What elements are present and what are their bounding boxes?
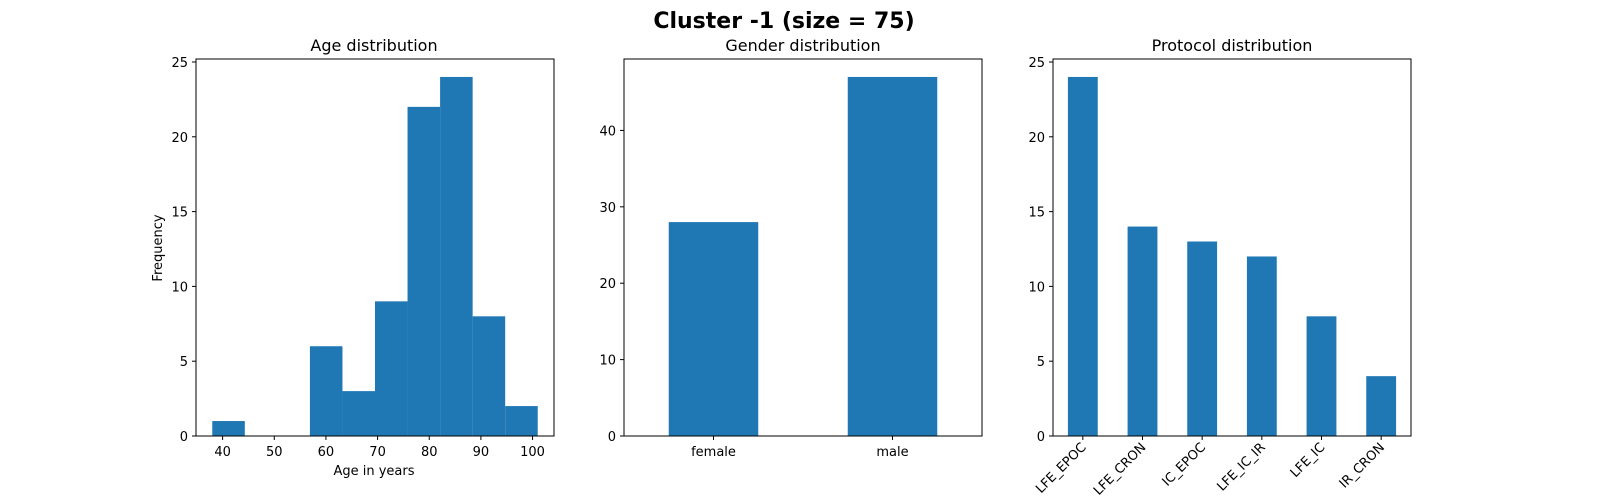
age-panel-title: Age distribution	[310, 36, 437, 55]
x-tick-label: 90	[473, 445, 490, 460]
histogram-bar	[407, 106, 441, 436]
gender-distribution-panel: Gender distribution 0 10 20 30 40 female male	[599, 36, 983, 460]
x-tick-label: LFE_CRON	[1091, 440, 1149, 498]
y-tick-label: 5	[1037, 355, 1045, 370]
bar-ic-epoc	[1187, 241, 1218, 436]
y-tick-label: 25	[171, 56, 188, 71]
histogram-bar	[375, 301, 408, 436]
x-tick-label: male	[876, 445, 908, 460]
x-tick-label: IR_CRON	[1337, 440, 1388, 491]
x-tick-label: 50	[266, 445, 283, 460]
y-tick-label: 10	[1028, 280, 1045, 295]
y-tick-label: 10	[171, 280, 188, 295]
x-tick-label: LFE_IC_IR	[1214, 440, 1268, 494]
gender-plot-frame	[623, 58, 983, 437]
x-tick-label: 70	[369, 445, 386, 460]
x-tick-label: female	[691, 445, 736, 460]
y-tick-label: 0	[180, 430, 188, 445]
histogram-bar	[505, 406, 538, 436]
histogram-bar	[309, 346, 343, 436]
gender-panel-title: Gender distribution	[725, 36, 880, 55]
y-tick-label: 0	[608, 430, 616, 445]
x-tick-label: IC_EPOC	[1160, 440, 1209, 489]
y-tick-label: 20	[171, 131, 188, 146]
x-tick-label: 80	[421, 445, 438, 460]
bar-female	[668, 222, 759, 436]
bar-male	[847, 76, 938, 436]
y-tick-label: 0	[1037, 430, 1045, 445]
bar-lfe-ic-ir	[1246, 256, 1277, 436]
y-tick-label: 15	[171, 206, 188, 221]
histogram-bar	[472, 316, 506, 436]
bar-lfe-cron	[1127, 226, 1158, 436]
y-tick-label: 15	[1028, 206, 1045, 221]
y-tick-label: 20	[1028, 131, 1045, 146]
bar-lfe-epoc	[1067, 76, 1098, 436]
y-tick-label: 10	[599, 354, 616, 369]
figure-title: Cluster -1 (size = 75)	[653, 9, 914, 34]
protocol-plot-frame	[1052, 58, 1412, 437]
age-x-axis-label: Age in years	[333, 464, 414, 479]
age-y-axis-label: Frequency	[151, 214, 166, 281]
bar-lfe-ic	[1306, 316, 1337, 436]
x-tick-label: LFE_IC	[1288, 440, 1329, 481]
histogram-bar	[212, 421, 245, 436]
y-tick-label: 25	[1028, 56, 1045, 71]
y-tick-label: 5	[180, 355, 188, 370]
age-distribution-panel: Age distribution 0 5 10 15 20 25 40 50 60 70 80 90…	[151, 36, 555, 479]
y-tick-label: 30	[599, 201, 616, 216]
histogram-bar	[342, 391, 375, 436]
y-tick-label: 40	[599, 124, 616, 139]
protocol-distribution-panel: Protocol distribution 0 5 10 15 20 25 LFE_EPO…	[1028, 36, 1412, 499]
protocol-panel-title: Protocol distribution	[1152, 36, 1313, 55]
x-tick-label: 100	[520, 445, 545, 460]
x-tick-label: LFE_EPOC	[1033, 440, 1089, 496]
bar-ir-cron	[1366, 376, 1397, 436]
y-tick-label: 20	[599, 277, 616, 292]
x-tick-label: 60	[318, 445, 335, 460]
age-plot-frame	[195, 58, 555, 437]
histogram-bar	[440, 76, 473, 436]
x-tick-label: 40	[214, 445, 231, 460]
